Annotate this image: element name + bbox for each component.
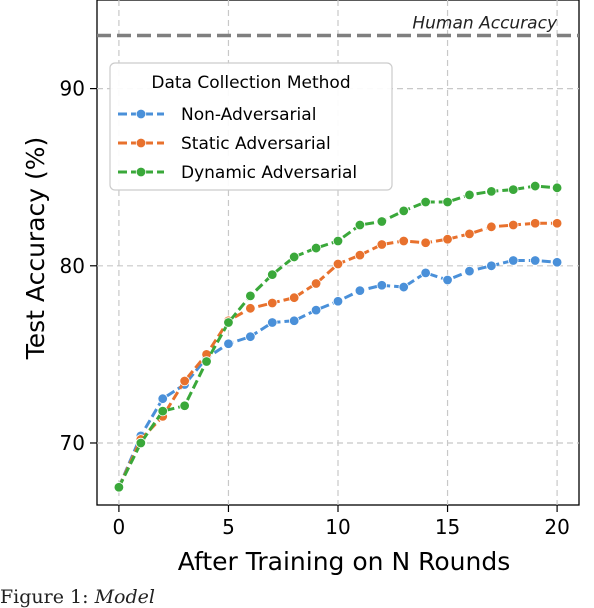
data-point xyxy=(223,338,234,349)
data-point xyxy=(245,290,256,302)
data-point xyxy=(310,278,322,289)
data-point xyxy=(442,274,453,286)
y-axis-label: Test Accuracy (%) xyxy=(21,137,50,361)
data-point xyxy=(332,235,344,247)
data-point xyxy=(486,260,497,271)
data-point xyxy=(442,196,453,208)
data-point xyxy=(113,482,125,493)
data-point xyxy=(398,281,409,293)
data-point xyxy=(376,280,388,291)
data-point xyxy=(135,437,147,449)
x-tick-label: 20 xyxy=(544,515,569,539)
axis-ticks: 0 5 10 15 20 70 80 90 xyxy=(60,77,570,539)
legend-entry-label: Static Adversarial xyxy=(181,134,331,154)
data-point xyxy=(551,182,563,194)
data-point xyxy=(420,237,431,248)
data-point xyxy=(267,269,278,280)
data-point xyxy=(223,317,234,328)
data-point xyxy=(354,219,366,231)
data-point xyxy=(332,258,344,270)
legend-swatch-marker xyxy=(135,108,147,120)
data-point xyxy=(508,255,519,266)
data-point xyxy=(376,216,388,227)
data-point xyxy=(332,296,344,307)
y-tick-label: 90 xyxy=(60,77,85,101)
series-group xyxy=(113,180,563,493)
x-axis-label: After Training on N Rounds xyxy=(178,547,510,576)
legend: Data Collection Method Non-Adversarial Sta… xyxy=(109,62,393,191)
legend-entry-label: Non-Adversarial xyxy=(181,105,316,125)
x-tick-label: 15 xyxy=(435,515,460,539)
legend-swatch-marker xyxy=(135,137,147,149)
legend-entry-label: Dynamic Adversarial xyxy=(181,163,357,183)
data-point xyxy=(288,292,300,303)
data-point xyxy=(529,255,541,266)
legend-title: Data Collection Method xyxy=(151,73,350,93)
x-tick-label: 0 xyxy=(113,515,126,539)
data-point xyxy=(529,218,541,229)
data-point xyxy=(157,393,168,404)
human-accuracy-label: Human Accuracy xyxy=(412,13,558,33)
data-point xyxy=(398,235,409,247)
data-point xyxy=(267,317,278,328)
data-point xyxy=(442,234,453,245)
series-dynamic-adversarial xyxy=(113,180,563,493)
data-point xyxy=(179,400,190,411)
data-point xyxy=(201,356,212,367)
data-point xyxy=(398,205,409,217)
data-point xyxy=(245,331,256,342)
data-point xyxy=(551,257,563,268)
data-point xyxy=(288,251,300,263)
data-point xyxy=(420,196,431,208)
y-tick-label: 80 xyxy=(60,254,85,278)
data-point xyxy=(288,315,300,326)
data-point xyxy=(464,189,475,201)
data-point xyxy=(157,405,168,417)
legend-swatch-marker xyxy=(135,166,147,178)
figure-caption: Figure 1: Model xyxy=(0,586,155,608)
data-point xyxy=(354,249,366,261)
data-point xyxy=(310,242,322,254)
data-point xyxy=(376,239,388,250)
data-point xyxy=(245,303,256,314)
x-tick-label: 5 xyxy=(222,515,235,539)
legend-box xyxy=(109,62,393,191)
data-point xyxy=(267,297,278,309)
y-tick-label: 70 xyxy=(60,431,85,455)
data-point xyxy=(508,219,519,231)
data-point xyxy=(551,218,563,229)
data-point xyxy=(508,184,519,195)
data-point xyxy=(354,285,366,296)
data-point xyxy=(464,265,475,277)
data-point xyxy=(179,375,190,387)
data-point xyxy=(486,186,497,197)
caption-text: Model xyxy=(94,586,155,608)
caption-prefix: Figure 1: xyxy=(0,586,89,608)
data-point xyxy=(486,221,497,233)
data-point xyxy=(529,180,541,192)
data-point xyxy=(464,228,475,240)
data-point xyxy=(310,304,322,316)
reference-line-group: Human Accuracy xyxy=(97,13,579,38)
x-tick-label: 10 xyxy=(325,515,350,539)
data-point xyxy=(420,267,431,279)
